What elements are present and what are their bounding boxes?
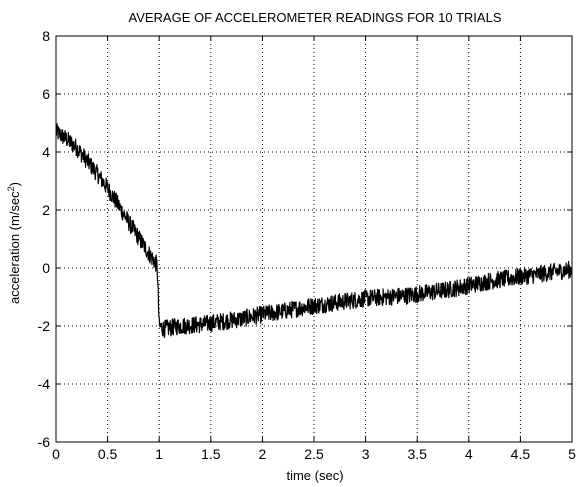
x-tick-label: 2 [259, 446, 267, 462]
y-tick-label: -2 [38, 318, 51, 334]
x-axis-label: time (sec) [286, 468, 343, 483]
x-tick-label: 0.5 [98, 446, 118, 462]
chart-title: AVERAGE OF ACCELEROMETER READINGS FOR 10… [129, 10, 502, 25]
y-tick-label: -6 [38, 434, 51, 450]
x-tick-label: 1 [155, 446, 163, 462]
accelerometer-trace [55, 123, 573, 339]
y-tick-label: 0 [42, 260, 50, 276]
x-tick-label: 3 [362, 446, 370, 462]
y-axis-label: acceleration (m/sec2) [6, 182, 22, 304]
y-tick-label: 6 [42, 86, 50, 102]
y-axis-label-superscript: 2 [6, 186, 16, 191]
x-tick-label: 0 [52, 446, 60, 462]
y-tick-label: 2 [42, 202, 50, 218]
x-tick-label: 4.5 [511, 446, 531, 462]
x-tick-label: 1.5 [201, 446, 221, 462]
x-tick-label: 3.5 [407, 446, 427, 462]
y-tick-label: 8 [42, 28, 50, 44]
y-tick-label: 4 [42, 144, 50, 160]
x-tick-labels: 0 0.5 1 1.5 2 2.5 3 3.5 4 4.5 5 [52, 446, 576, 462]
x-tick-label: 4 [465, 446, 473, 462]
y-tick-labels: -6 -4 -2 0 2 4 6 8 [38, 28, 51, 450]
x-tick-label: 2.5 [304, 446, 324, 462]
y-tick-label: -4 [38, 376, 51, 392]
tick-marks [55, 35, 573, 443]
y-axis-label-close: ) [7, 182, 22, 186]
y-axis-label-main: acceleration (m/sec [7, 191, 22, 304]
series-group [55, 123, 573, 339]
x-tick-label: 5 [568, 446, 576, 462]
